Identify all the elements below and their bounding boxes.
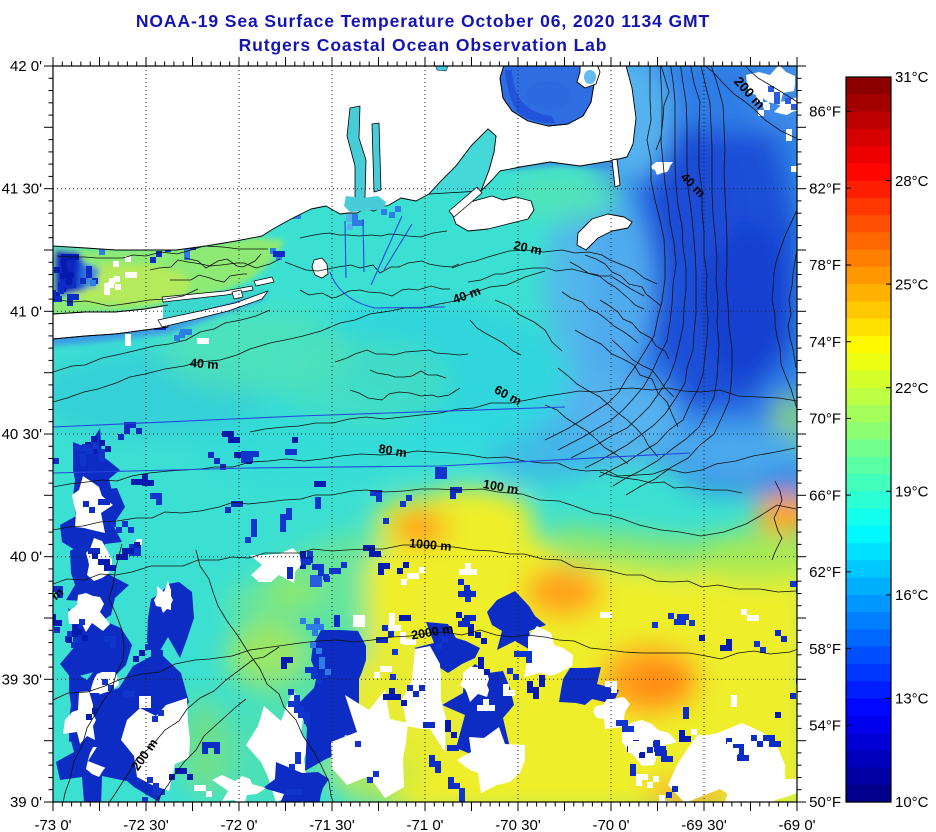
svg-text:-72 0': -72 0'	[220, 817, 257, 832]
svg-text:70°F: 70°F	[809, 411, 841, 428]
svg-text:-71 30': -71 30'	[309, 817, 355, 832]
svg-text:41 0': 41 0'	[10, 303, 42, 320]
svg-text:66°F: 66°F	[809, 487, 841, 504]
svg-text:-69 30': -69 30'	[681, 817, 727, 832]
svg-text:80 m: 80 m	[377, 442, 407, 461]
svg-text:39 0': 39 0'	[10, 794, 42, 811]
svg-text:1000 m: 1000 m	[409, 536, 452, 554]
svg-text:54°F: 54°F	[809, 718, 841, 735]
svg-text:74°F: 74°F	[809, 334, 841, 351]
svg-text:40 m: 40 m	[190, 356, 219, 372]
svg-text:58°F: 58°F	[809, 641, 841, 658]
svg-text:10°C: 10°C	[895, 794, 929, 811]
svg-text:82°F: 82°F	[809, 180, 841, 197]
svg-text:42 0': 42 0'	[10, 58, 42, 75]
svg-text:13°C: 13°C	[895, 691, 929, 708]
svg-text:25°C: 25°C	[895, 276, 929, 293]
svg-text:-73 0': -73 0'	[34, 817, 71, 832]
svg-text:41 30': 41 30'	[2, 181, 43, 198]
svg-text:-70 0': -70 0'	[592, 817, 629, 832]
svg-text:20 m: 20 m	[512, 238, 543, 258]
svg-text:NOAA-19 Sea Surface Temperatur: NOAA-19 Sea Surface Temperature October …	[136, 11, 710, 31]
svg-text:40 30': 40 30'	[2, 426, 43, 443]
svg-text:-70 30': -70 30'	[495, 817, 541, 832]
svg-text:78°F: 78°F	[809, 257, 841, 274]
svg-text:22°C: 22°C	[895, 380, 929, 397]
svg-text:100 m: 100 m	[482, 477, 519, 497]
svg-text:-69 0': -69 0'	[778, 817, 815, 832]
svg-text:40 0': 40 0'	[10, 549, 42, 566]
svg-text:86°F: 86°F	[809, 104, 841, 121]
svg-text:28°C: 28°C	[895, 173, 929, 190]
svg-text:50°F: 50°F	[809, 794, 841, 811]
svg-text:19°C: 19°C	[895, 484, 929, 501]
svg-text:Rutgers Coastal Ocean Observat: Rutgers Coastal Ocean Observation Lab	[239, 35, 608, 55]
svg-text:62°F: 62°F	[809, 564, 841, 581]
svg-text:39 30': 39 30'	[2, 671, 43, 688]
svg-text:16°C: 16°C	[895, 587, 929, 604]
svg-text:31°C: 31°C	[895, 69, 929, 86]
svg-text:-71 0': -71 0'	[406, 817, 443, 832]
svg-text:-72 30': -72 30'	[123, 817, 169, 832]
